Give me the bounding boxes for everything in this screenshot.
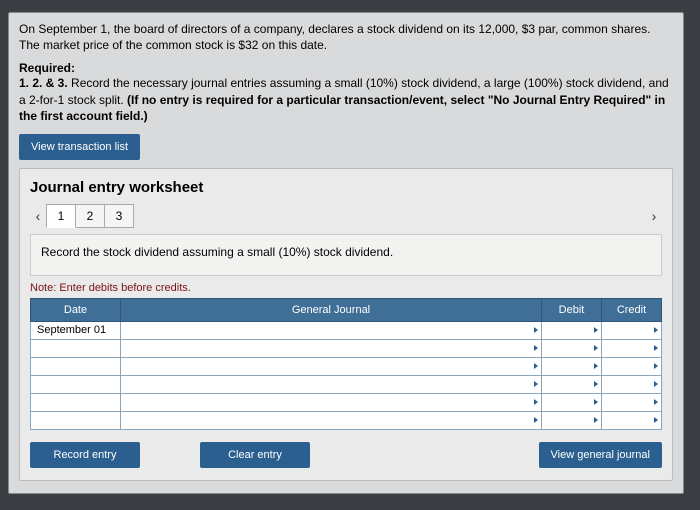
col-header-general-journal: General Journal: [121, 298, 542, 321]
table-row: [31, 375, 662, 393]
cell-general-journal[interactable]: [121, 411, 542, 429]
tab-3[interactable]: 3: [104, 204, 134, 228]
table-row: [31, 393, 662, 411]
required-text: 1. 2. & 3. Record the necessary journal …: [19, 75, 673, 124]
instruction-box: Record the stock dividend assuming a sma…: [30, 234, 662, 276]
required-prefix: 1. 2. & 3.: [19, 76, 71, 90]
cell-debit[interactable]: [542, 339, 602, 357]
cell-general-journal[interactable]: [121, 339, 542, 357]
record-entry-button[interactable]: Record entry: [30, 442, 140, 468]
tab-2[interactable]: 2: [75, 204, 105, 228]
table-row: [31, 339, 662, 357]
view-general-journal-button[interactable]: View general journal: [539, 442, 662, 468]
chevron-right-icon[interactable]: ›: [646, 208, 662, 224]
cell-credit[interactable]: [602, 411, 662, 429]
cell-general-journal[interactable]: [121, 321, 542, 339]
table-header-row: Date General Journal Debit Credit: [31, 298, 662, 321]
cell-general-journal[interactable]: [121, 375, 542, 393]
instruction-text: Record the stock dividend assuming a sma…: [41, 245, 393, 259]
col-header-date: Date: [31, 298, 121, 321]
tab-1[interactable]: 1: [46, 204, 76, 228]
cell-date[interactable]: [31, 393, 121, 411]
table-row: [31, 357, 662, 375]
cell-credit[interactable]: [602, 321, 662, 339]
intro-text: On September 1, the board of directors o…: [19, 21, 673, 53]
debits-credits-note: Note: Enter debits before credits.: [30, 282, 662, 294]
col-header-credit: Credit: [602, 298, 662, 321]
cell-general-journal[interactable]: [121, 393, 542, 411]
cell-date[interactable]: September 01: [31, 321, 121, 339]
table-body: September 01: [31, 321, 662, 429]
view-transaction-list-button[interactable]: View transaction list: [19, 134, 140, 160]
cell-debit[interactable]: [542, 393, 602, 411]
cell-credit[interactable]: [602, 339, 662, 357]
tabs-row: ‹ 1 2 3 ›: [30, 204, 662, 228]
cell-date[interactable]: [31, 411, 121, 429]
worksheet-card: Journal entry worksheet ‹ 1 2 3 › Record…: [19, 168, 673, 481]
cell-date[interactable]: [31, 339, 121, 357]
cell-debit[interactable]: [542, 321, 602, 339]
col-header-debit: Debit: [542, 298, 602, 321]
table-row: September 01: [31, 321, 662, 339]
action-row: Record entry Clear entry View general jo…: [30, 442, 662, 468]
cell-credit[interactable]: [602, 393, 662, 411]
cell-debit[interactable]: [542, 357, 602, 375]
clear-entry-button[interactable]: Clear entry: [200, 442, 310, 468]
cell-general-journal[interactable]: [121, 357, 542, 375]
cell-credit[interactable]: [602, 375, 662, 393]
cell-debit[interactable]: [542, 411, 602, 429]
cell-date[interactable]: [31, 375, 121, 393]
cell-debit[interactable]: [542, 375, 602, 393]
journal-table: Date General Journal Debit Credit Septem…: [30, 298, 662, 430]
cell-date[interactable]: [31, 357, 121, 375]
worksheet-title: Journal entry worksheet: [30, 179, 662, 196]
required-label: Required:: [19, 61, 673, 75]
cell-credit[interactable]: [602, 357, 662, 375]
table-row: [31, 411, 662, 429]
chevron-left-icon[interactable]: ‹: [30, 208, 46, 224]
page-container: On September 1, the board of directors o…: [8, 12, 684, 494]
